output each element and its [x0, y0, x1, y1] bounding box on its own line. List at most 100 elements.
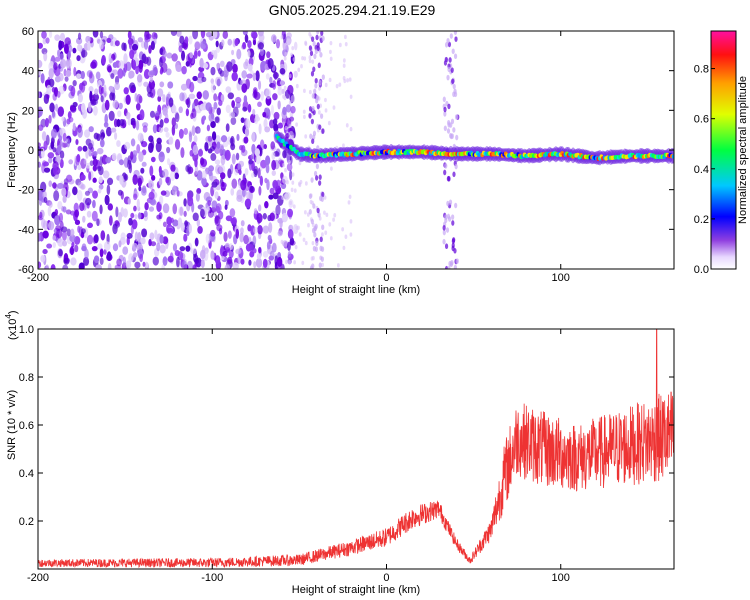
noise-blob — [159, 244, 166, 254]
noise-blob — [293, 188, 297, 193]
noise-blob — [201, 76, 207, 83]
noise-blob — [110, 73, 115, 80]
noise-blob — [240, 227, 244, 235]
noise-blob — [149, 70, 156, 76]
noise-blob — [239, 232, 244, 243]
streak-blob — [316, 207, 320, 214]
noise-blob — [92, 150, 98, 157]
noise-blob — [72, 79, 77, 87]
noise-blob — [306, 212, 310, 217]
noise-blob — [91, 245, 98, 252]
noise-blob — [231, 49, 235, 56]
noise-blob — [317, 110, 321, 115]
noise-blob — [194, 165, 199, 176]
noise-blob — [257, 42, 264, 50]
noise-blob — [137, 175, 144, 185]
noise-blob — [286, 32, 292, 39]
noise-blob — [149, 76, 154, 83]
noise-blob — [43, 161, 49, 167]
noise-blob — [183, 198, 187, 207]
noise-blob — [277, 230, 283, 237]
noise-blob — [99, 204, 103, 215]
noise-blob — [72, 101, 78, 108]
noise-blob — [77, 32, 82, 41]
noise-blob — [235, 101, 241, 109]
noise-blob — [329, 49, 332, 55]
noise-blob — [288, 159, 291, 165]
noise-blob — [298, 182, 302, 188]
noise-blob — [99, 139, 105, 148]
noise-blob — [328, 222, 332, 227]
noise-blob — [303, 56, 307, 61]
noise-blob — [54, 56, 61, 62]
streak-blob — [311, 138, 315, 145]
noise-blob — [38, 146, 42, 157]
noise-blob — [133, 205, 137, 212]
noise-blob — [64, 76, 69, 82]
streak-blob — [319, 195, 323, 202]
streak-blob — [449, 133, 453, 140]
x-tick-label: 0 — [383, 272, 389, 284]
noise-blob — [210, 66, 216, 76]
noise-blob — [227, 230, 232, 239]
noise-blob — [48, 114, 52, 124]
noise-blob — [252, 235, 257, 246]
noise-blob — [240, 179, 247, 191]
noise-blob — [93, 132, 99, 140]
noise-blob — [150, 156, 156, 163]
noise-blob — [143, 68, 151, 80]
noise-blob — [289, 116, 295, 122]
streak-blob — [442, 229, 446, 236]
y-tick-label: 1.0 — [19, 324, 34, 336]
noise-blob — [271, 242, 277, 253]
noise-blob — [231, 216, 238, 226]
noise-blob — [272, 192, 279, 200]
noise-blob — [248, 243, 254, 253]
noise-blob — [127, 31, 132, 40]
noise-blob — [66, 118, 71, 125]
colorbar-tick-label: 0.8 — [694, 64, 709, 76]
noise-blob — [159, 234, 164, 244]
noise-blob — [123, 53, 128, 64]
noise-blob — [175, 64, 182, 73]
noise-blob — [142, 125, 148, 133]
noise-blob — [58, 40, 63, 51]
noise-blob — [309, 199, 313, 205]
noise-blob — [223, 231, 228, 242]
noise-blob — [293, 260, 297, 265]
noise-blob — [282, 106, 287, 116]
streak-blob — [311, 36, 315, 42]
noise-blob — [244, 168, 249, 176]
noise-blob — [46, 84, 52, 95]
noise-blob — [101, 55, 107, 65]
noise-blob — [279, 80, 285, 86]
noise-blob — [92, 235, 97, 244]
noise-blob — [104, 194, 110, 206]
noise-blob — [92, 199, 96, 209]
noise-blob — [171, 125, 176, 136]
noise-blob — [80, 50, 88, 58]
noise-blob — [284, 125, 288, 131]
noise-blob — [248, 159, 254, 165]
streak-blob — [446, 74, 450, 81]
noise-blob — [243, 95, 248, 104]
streak-blob — [318, 124, 322, 130]
noise-blob — [105, 156, 112, 164]
noise-blob — [68, 159, 74, 165]
noise-blob — [207, 209, 215, 218]
noise-blob — [74, 244, 79, 253]
streak-blob — [309, 50, 314, 57]
noise-blob — [253, 165, 259, 176]
noise-blob — [176, 256, 180, 268]
noise-blob — [150, 40, 155, 51]
noise-blob — [103, 241, 111, 251]
noise-blob — [179, 35, 185, 44]
noise-blob — [44, 117, 49, 128]
noise-blob — [134, 213, 138, 220]
streak-blob — [312, 203, 316, 209]
streak-blob — [446, 200, 450, 207]
noise-blob — [225, 123, 230, 133]
noise-blob — [347, 200, 351, 205]
noise-blob — [265, 88, 272, 100]
noise-blob — [282, 149, 287, 159]
